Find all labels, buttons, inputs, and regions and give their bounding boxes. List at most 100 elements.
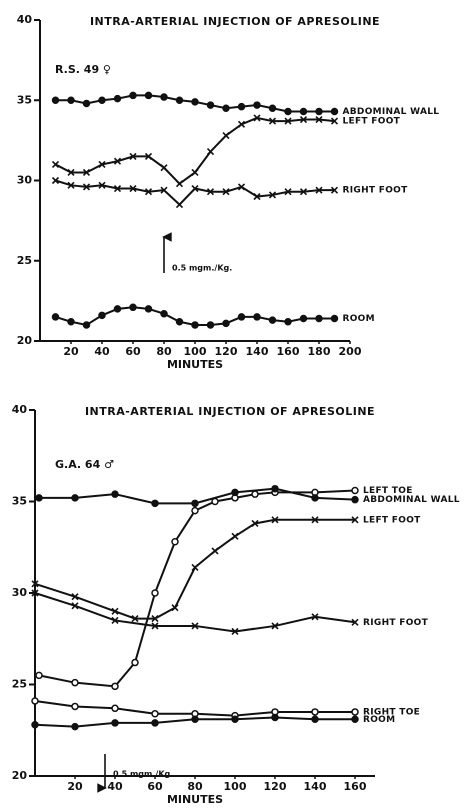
dot-marker bbox=[144, 305, 153, 313]
series-label: ABDOMINAL WALL bbox=[343, 107, 440, 117]
x-tick-label: 20 bbox=[67, 780, 83, 793]
dot-marker bbox=[271, 484, 279, 493]
dot-marker bbox=[191, 715, 199, 724]
x-marker bbox=[222, 131, 230, 140]
x-marker bbox=[237, 183, 246, 191]
chart-title: INTRA-ARTERIAL INJECTION OF APRESOLINE bbox=[85, 405, 375, 418]
x-marker bbox=[31, 589, 39, 597]
dot-marker bbox=[71, 494, 79, 502]
series-label: RIGHT FOOT bbox=[343, 186, 409, 196]
x-marker bbox=[237, 120, 246, 128]
x-marker bbox=[71, 602, 79, 610]
dot-marker bbox=[67, 96, 75, 104]
x-marker bbox=[315, 115, 323, 124]
x-marker bbox=[330, 186, 339, 194]
x-marker bbox=[144, 188, 153, 196]
dot-marker bbox=[330, 107, 339, 116]
x-marker bbox=[231, 532, 239, 540]
x-marker bbox=[131, 615, 139, 623]
x-marker bbox=[113, 184, 122, 193]
x-marker bbox=[51, 176, 60, 185]
x-marker bbox=[191, 622, 199, 630]
dot-marker bbox=[35, 494, 43, 502]
x-marker bbox=[111, 607, 119, 615]
dot-marker bbox=[113, 94, 122, 103]
x-marker bbox=[311, 613, 319, 621]
series-line bbox=[55, 116, 335, 186]
dot-marker bbox=[231, 488, 239, 497]
x-marker bbox=[144, 152, 153, 160]
x-tick-label: 40 bbox=[107, 780, 123, 793]
x-marker bbox=[311, 516, 319, 524]
x-marker bbox=[206, 188, 215, 196]
x-marker bbox=[151, 615, 159, 623]
x-marker bbox=[175, 180, 184, 188]
series-label: LEFT TOE bbox=[363, 486, 413, 496]
dot-marker bbox=[253, 101, 261, 109]
x-marker bbox=[51, 160, 60, 169]
open-marker bbox=[35, 671, 43, 680]
dot-marker bbox=[51, 96, 60, 104]
x-marker bbox=[253, 192, 261, 201]
dot-marker bbox=[175, 96, 184, 104]
x-marker bbox=[251, 519, 259, 528]
dot-marker bbox=[98, 96, 106, 104]
dot-marker bbox=[51, 313, 60, 321]
dot-marker bbox=[231, 715, 239, 724]
x-tick-label: 20 bbox=[63, 345, 79, 358]
x-tick-label: 80 bbox=[156, 345, 172, 358]
x-marker bbox=[271, 516, 279, 524]
y-tick-label: 25 bbox=[17, 254, 32, 267]
y-tick-label: 20 bbox=[17, 334, 33, 347]
series-label: ABDOMINAL WALL bbox=[363, 495, 460, 505]
dot-marker bbox=[67, 317, 75, 326]
x-marker bbox=[171, 604, 179, 612]
x-marker bbox=[98, 160, 106, 169]
dot-marker bbox=[222, 104, 230, 113]
x-marker bbox=[284, 188, 292, 196]
dot-marker bbox=[129, 303, 137, 312]
dot-marker bbox=[268, 104, 277, 113]
open-marker bbox=[111, 682, 119, 691]
x-marker bbox=[67, 181, 75, 189]
dot-marker bbox=[144, 91, 153, 100]
dot-marker bbox=[129, 91, 137, 100]
dot-marker bbox=[113, 305, 122, 313]
dot-marker bbox=[175, 317, 184, 326]
x-marker bbox=[315, 186, 323, 194]
open-marker bbox=[151, 710, 159, 718]
open-marker bbox=[31, 697, 39, 705]
dot-marker bbox=[253, 313, 261, 321]
x-axis-label: MINUTES bbox=[167, 793, 223, 806]
y-tick-label: 20 bbox=[12, 769, 28, 782]
open-marker bbox=[111, 704, 119, 713]
x-marker bbox=[253, 114, 261, 122]
x-marker bbox=[206, 148, 215, 156]
x-tick-label: 200 bbox=[339, 345, 362, 358]
x-marker bbox=[129, 184, 137, 193]
dot-marker bbox=[151, 719, 159, 727]
x-marker bbox=[299, 188, 308, 196]
open-marker bbox=[351, 708, 359, 716]
x-tick-label: 140 bbox=[246, 345, 269, 358]
dot-marker bbox=[206, 101, 215, 109]
dot-marker bbox=[284, 107, 292, 116]
dot-marker bbox=[237, 313, 246, 321]
x-marker bbox=[111, 616, 119, 625]
x-marker bbox=[191, 168, 199, 177]
x-tick-label: 100 bbox=[224, 780, 247, 793]
open-marker bbox=[71, 678, 79, 687]
x-marker bbox=[71, 593, 79, 601]
x-tick-label: 100 bbox=[184, 345, 207, 358]
x-tick-label: 60 bbox=[147, 780, 163, 793]
dot-marker bbox=[160, 309, 168, 318]
x-tick-label: 40 bbox=[94, 345, 110, 358]
series-label: ROOM bbox=[363, 715, 395, 725]
dot-marker bbox=[111, 719, 119, 727]
x-marker bbox=[82, 168, 91, 177]
x-tick-label: 160 bbox=[344, 780, 367, 793]
x-marker bbox=[191, 184, 199, 193]
y-tick-label: 30 bbox=[12, 586, 28, 599]
chart-subtitle: G.A. 64 ♂ bbox=[55, 458, 114, 471]
